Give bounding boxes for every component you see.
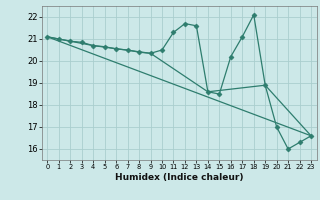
X-axis label: Humidex (Indice chaleur): Humidex (Indice chaleur)	[115, 173, 244, 182]
